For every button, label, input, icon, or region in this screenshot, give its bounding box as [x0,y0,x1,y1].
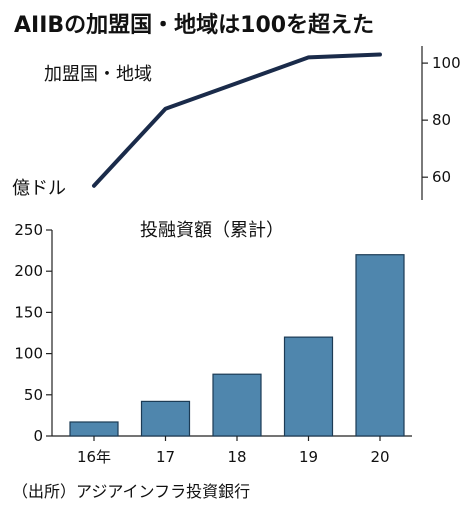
bar-y-unit: 億ドル [12,178,66,199]
line-y-tick-label: 100 [432,54,461,72]
bar-x-tick-label: 18 [227,448,246,466]
members-line-chart: 加盟国・地域 60 80 100 [44,46,461,200]
bar-3 [283,336,334,437]
bar-x-tick-label: 19 [299,448,318,466]
line-y-tick-label: 60 [432,168,451,186]
bar-1 [140,400,191,437]
bar-x-tick-label: 16年 [77,448,111,466]
bar-y-tick-label: 0 [33,427,43,445]
line-chart-title: 加盟国・地域 [44,64,152,85]
bar-x-tick-label: 20 [370,448,389,466]
financing-bar-chart: 億ドル 投融資額（累計） 0 50 100 150 200 250 16年 17 18 19 20 [12,178,412,466]
member-count-line [92,52,382,188]
bar-2 [212,373,262,437]
line-y-tick-label: 80 [432,111,451,129]
source-note: （出所）アジアインフラ投資銀行 [12,482,250,501]
bar-y-tick-label: 250 [14,221,43,239]
bar-y-tick-label: 100 [14,345,43,363]
bar-y-tick-label: 200 [14,262,43,280]
bar-4 [355,254,405,437]
bar-chart-title: 投融資額（累計） [140,220,284,241]
bar-y-tick-label: 150 [14,303,43,321]
bar-x-tick-label: 17 [156,448,175,466]
bar-y-tick-label: 50 [24,386,43,404]
bar-0 [69,421,119,437]
chart-title: AIIBの加盟国・地域は100を超えた [14,12,374,38]
